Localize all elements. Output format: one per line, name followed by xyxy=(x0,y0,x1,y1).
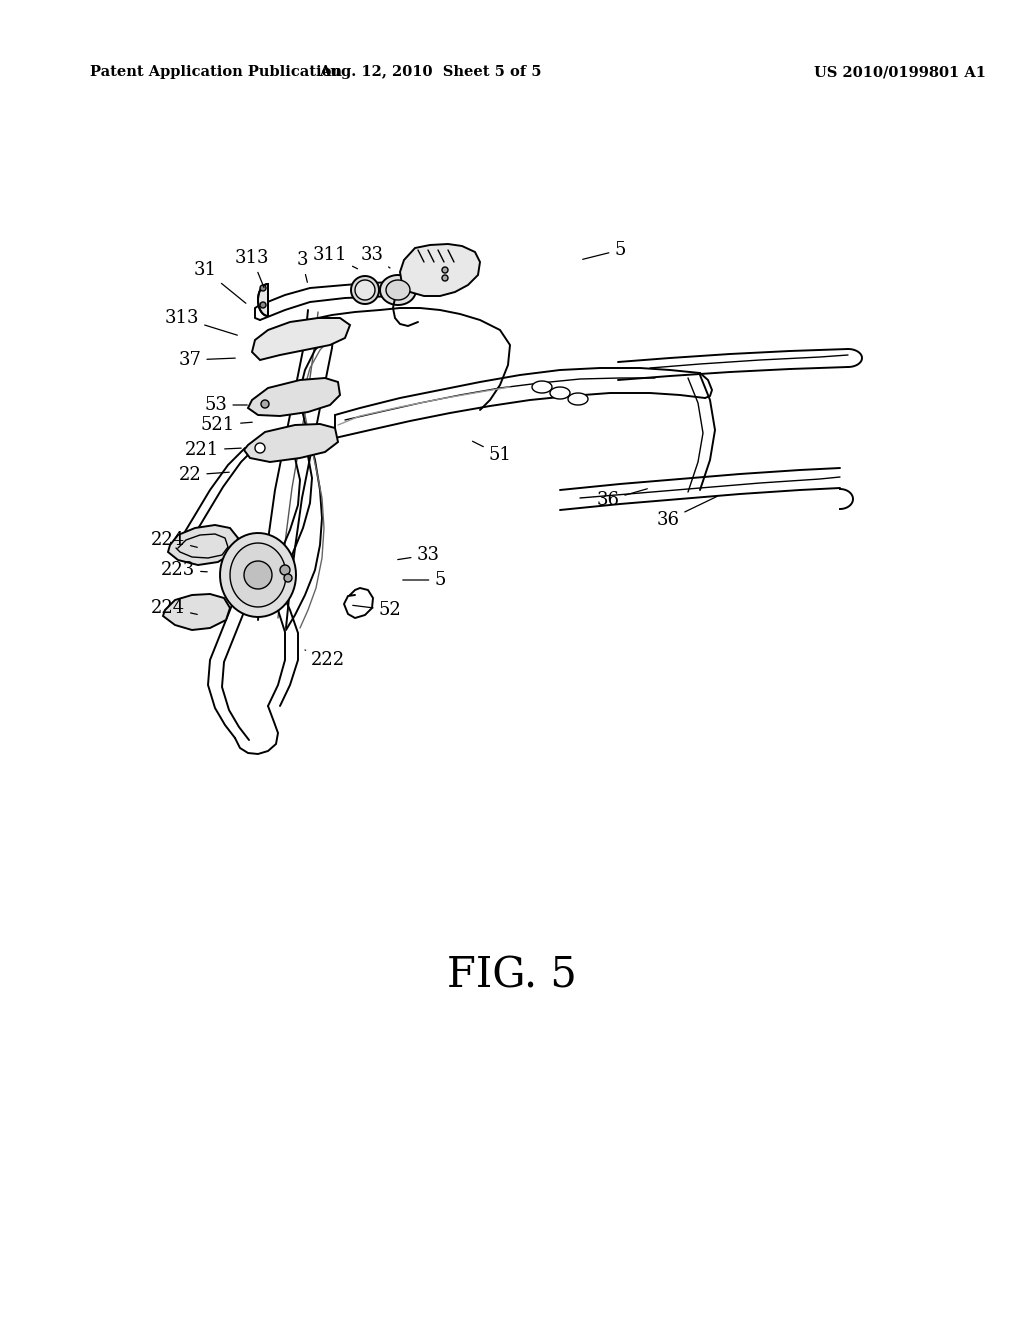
Text: 52: 52 xyxy=(352,601,401,619)
Text: 5: 5 xyxy=(402,572,445,589)
Text: 33: 33 xyxy=(397,546,439,564)
Polygon shape xyxy=(261,400,269,408)
Text: 51: 51 xyxy=(472,441,511,465)
Polygon shape xyxy=(260,285,266,290)
Polygon shape xyxy=(355,280,375,300)
Polygon shape xyxy=(244,424,338,462)
Text: 311: 311 xyxy=(312,246,357,269)
Text: 223: 223 xyxy=(161,561,207,579)
Polygon shape xyxy=(163,594,230,630)
Polygon shape xyxy=(550,387,570,399)
Polygon shape xyxy=(442,275,449,281)
Text: 53: 53 xyxy=(205,396,247,414)
Polygon shape xyxy=(380,275,416,305)
Text: 313: 313 xyxy=(234,249,269,288)
Text: Aug. 12, 2010  Sheet 5 of 5: Aug. 12, 2010 Sheet 5 of 5 xyxy=(318,65,542,79)
Polygon shape xyxy=(252,318,350,360)
Polygon shape xyxy=(442,267,449,273)
Polygon shape xyxy=(568,393,588,405)
Text: 36: 36 xyxy=(656,496,718,529)
Polygon shape xyxy=(248,378,340,416)
Polygon shape xyxy=(220,533,296,616)
Polygon shape xyxy=(230,543,286,607)
Polygon shape xyxy=(532,381,552,393)
Text: 37: 37 xyxy=(178,351,236,370)
Polygon shape xyxy=(258,284,268,315)
Polygon shape xyxy=(351,276,379,304)
Text: 3: 3 xyxy=(296,251,308,282)
Text: 33: 33 xyxy=(360,246,390,268)
Text: 5: 5 xyxy=(583,242,626,259)
Text: 313: 313 xyxy=(165,309,238,335)
Text: US 2010/0199801 A1: US 2010/0199801 A1 xyxy=(814,65,986,79)
Text: FIG. 5: FIG. 5 xyxy=(447,954,577,997)
Text: 224: 224 xyxy=(151,531,198,549)
Polygon shape xyxy=(400,244,480,296)
Polygon shape xyxy=(284,574,292,582)
Polygon shape xyxy=(386,280,410,300)
Text: 224: 224 xyxy=(151,599,198,616)
Text: 521: 521 xyxy=(201,416,252,434)
Text: 22: 22 xyxy=(178,466,229,484)
Polygon shape xyxy=(168,525,238,565)
Polygon shape xyxy=(255,444,265,453)
Polygon shape xyxy=(260,302,266,308)
Text: 221: 221 xyxy=(185,441,242,459)
Text: Patent Application Publication: Patent Application Publication xyxy=(90,65,342,79)
Polygon shape xyxy=(244,561,272,589)
Text: 36: 36 xyxy=(597,488,647,510)
Text: 222: 222 xyxy=(305,649,345,669)
Polygon shape xyxy=(280,565,290,576)
Text: 31: 31 xyxy=(194,261,246,304)
